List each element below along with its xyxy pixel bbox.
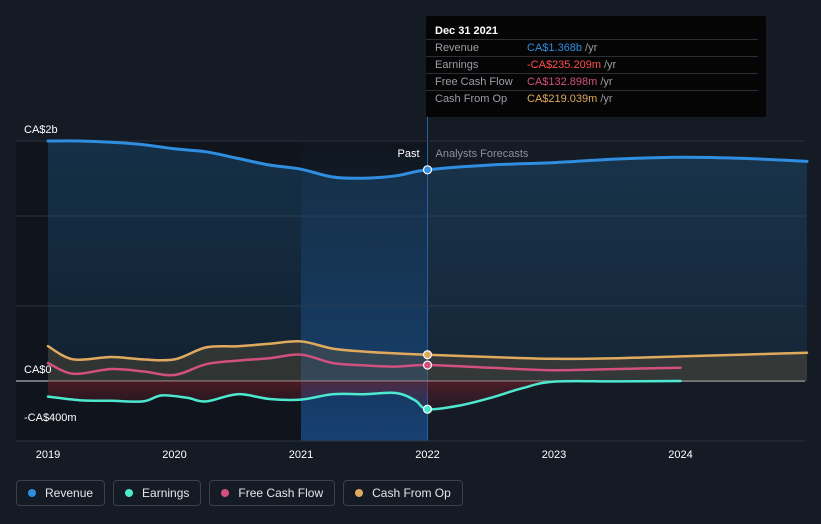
y-label-0: CA$2b: [24, 124, 58, 136]
tooltip-date: Dec 31 2021: [435, 25, 498, 37]
tooltip-row-unit: /yr: [600, 93, 613, 105]
y-label-2: -CA$400m: [24, 412, 77, 424]
x-tick-2019: 2019: [36, 449, 60, 461]
legend-dot-icon: [28, 489, 36, 497]
marker-cash-from-op: [422, 350, 433, 360]
legend-item-revenue[interactable]: Revenue: [16, 480, 106, 506]
tooltip-row-value: CA$219.039m/yr: [527, 93, 613, 105]
tooltip-row: Earnings -CA$235.209m/yr: [426, 56, 758, 74]
tooltip-row-label: Earnings: [435, 59, 479, 71]
x-tick-2022: 2022: [415, 449, 439, 461]
legend-label: Free Cash Flow: [238, 486, 324, 500]
marker-earnings: [422, 404, 433, 414]
legend-item-earnings[interactable]: Earnings: [113, 480, 202, 506]
legend-item-cash-from-op[interactable]: Cash From Op: [343, 480, 463, 506]
series-line-cash-from-op: [46, 339, 809, 362]
tooltip-row-label: Free Cash Flow: [435, 76, 513, 88]
tooltip-row-value: CA$1.368b/yr: [527, 42, 598, 54]
tooltip-row-value: CA$132.898m/yr: [527, 76, 613, 88]
legend-label: Revenue: [45, 486, 94, 500]
marker-revenue: [422, 165, 433, 175]
series-line-earnings: [46, 379, 682, 411]
tooltip-row-label: Revenue: [435, 42, 480, 54]
series-line-revenue: [46, 139, 809, 180]
tooltip-row-unit: /yr: [604, 59, 617, 71]
tooltip-row: Revenue CA$1.368b/yr: [426, 39, 758, 57]
legend: Revenue Earnings Free Cash Flow Cash From O…: [16, 480, 463, 506]
revenue-area: [48, 140, 807, 381]
forecast-label: Analysts Forecasts: [436, 148, 529, 160]
tooltip-row-unit: /yr: [600, 76, 613, 88]
past-label: Past: [397, 148, 419, 160]
legend-dot-icon: [221, 489, 230, 497]
series-line-free-cash-flow: [46, 353, 682, 377]
marker-free-cash-flow: [422, 360, 433, 370]
x-tick-2020: 2020: [162, 449, 186, 461]
legend-dot-icon: [125, 489, 134, 497]
x-tick-2023: 2023: [542, 449, 566, 461]
legend-item-free-cash-flow[interactable]: Free Cash Flow: [209, 480, 336, 506]
y-label-1: CA$0: [24, 364, 52, 376]
tooltip-row: Free Cash Flow CA$132.898m/yr: [426, 73, 758, 91]
x-tick-2021: 2021: [289, 449, 313, 461]
legend-label: Cash From Op: [372, 486, 451, 500]
tooltip: Dec 31 2021 Revenue CA$1.368b/yr Earnings -…: [426, 16, 766, 117]
tooltip-row-value: -CA$235.209m/yr: [527, 59, 617, 71]
legend-label: Earnings: [142, 486, 190, 500]
tooltip-row: Cash From Op CA$219.039m/yr: [426, 90, 758, 108]
legend-dot-icon: [355, 489, 364, 497]
x-tick-2024: 2024: [668, 449, 692, 461]
tooltip-row-label: Cash From Op: [435, 93, 508, 105]
tooltip-row-unit: /yr: [585, 42, 598, 54]
